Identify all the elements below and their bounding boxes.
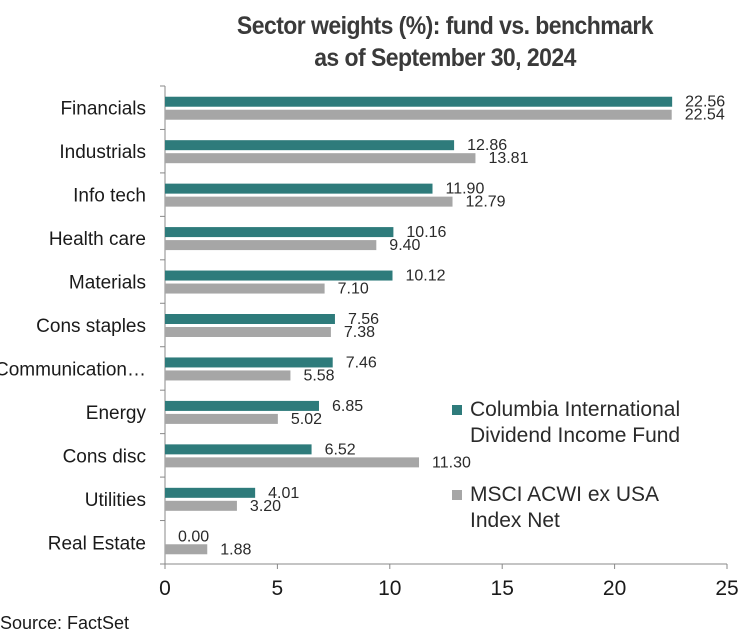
bar-benchmark	[165, 413, 278, 424]
x-tick-label: 25	[715, 577, 738, 600]
bar-benchmark	[165, 370, 291, 381]
source-note: Source: FactSet	[0, 613, 130, 633]
bar-fund	[165, 444, 312, 455]
data-label: 7.56	[348, 311, 379, 328]
x-tick-label: 5	[272, 577, 284, 600]
legend-swatch-benchmark	[452, 490, 462, 500]
category-label: Energy	[86, 403, 147, 424]
data-label: 13.81	[488, 150, 528, 167]
bar-fund	[165, 140, 455, 151]
chart-title: Sector weights (%): fund vs. benchmark	[236, 12, 654, 40]
data-label: 10.12	[405, 268, 445, 285]
category-label: Cons disc	[63, 446, 146, 467]
category-label: Cons staples	[36, 316, 146, 337]
data-label: 9.40	[389, 237, 420, 254]
legend-label-benchmark-line1: MSCI ACWI ex USA	[470, 483, 660, 506]
data-label: 22.54	[685, 107, 725, 124]
bar-benchmark	[165, 240, 377, 251]
category-label: Utilities	[85, 490, 146, 511]
data-label: 5.58	[303, 367, 334, 384]
x-tick-label: 15	[491, 577, 514, 600]
data-label: 6.85	[332, 398, 363, 415]
category-label: Real Estate	[48, 533, 146, 554]
bar-fund	[165, 487, 256, 498]
bar-fund	[165, 314, 335, 324]
data-label: 10.16	[406, 224, 446, 241]
bar-benchmark	[165, 457, 420, 468]
bar-fund	[165, 270, 393, 281]
data-label: 4.01	[268, 485, 299, 502]
bar-fund	[165, 183, 433, 194]
data-label: 5.02	[291, 411, 322, 428]
data-label: 12.86	[467, 137, 507, 154]
bar-benchmark	[165, 283, 325, 294]
x-tick-label: 20	[603, 577, 626, 600]
category-label: Materials	[69, 273, 146, 294]
x-tick-label: 0	[159, 577, 171, 600]
bar-benchmark	[165, 153, 476, 164]
bar-benchmark	[165, 544, 208, 555]
bar-benchmark	[165, 196, 453, 207]
bar-fund	[165, 400, 319, 411]
data-label: 7.10	[338, 281, 369, 298]
data-label: 11.30	[432, 454, 471, 471]
legend-swatch-fund	[452, 405, 462, 415]
x-tick-label: 10	[378, 577, 401, 600]
bar-benchmark	[165, 327, 331, 337]
data-label: 22.56	[685, 94, 725, 111]
legend-label-benchmark-line2: Index Net	[470, 509, 560, 532]
chart-subtitle: as of September 30, 2024	[314, 44, 576, 72]
category-label: Industrials	[59, 142, 146, 163]
data-label: 7.38	[344, 324, 375, 341]
category-label: Health care	[49, 229, 146, 250]
category-label: Financials	[60, 99, 146, 120]
legend-label-fund-line1: Columbia International	[470, 398, 681, 421]
bar-benchmark	[165, 109, 672, 120]
data-label: 1.88	[220, 541, 251, 558]
data-label: 0.00	[178, 528, 209, 545]
bar-fund	[165, 96, 673, 107]
data-label: 7.46	[346, 354, 377, 371]
legend-label-fund-line2: Dividend Income Fund	[470, 424, 681, 447]
bar-fund	[165, 357, 333, 368]
category-label: Communication…	[0, 359, 146, 380]
data-label: 11.90	[446, 181, 485, 198]
bar-benchmark	[165, 500, 237, 511]
category-label: Info tech	[73, 186, 146, 207]
data-label: 6.52	[325, 441, 356, 458]
data-label: 3.20	[250, 498, 281, 515]
bar-fund	[165, 227, 394, 238]
data-label: 12.79	[466, 194, 506, 211]
